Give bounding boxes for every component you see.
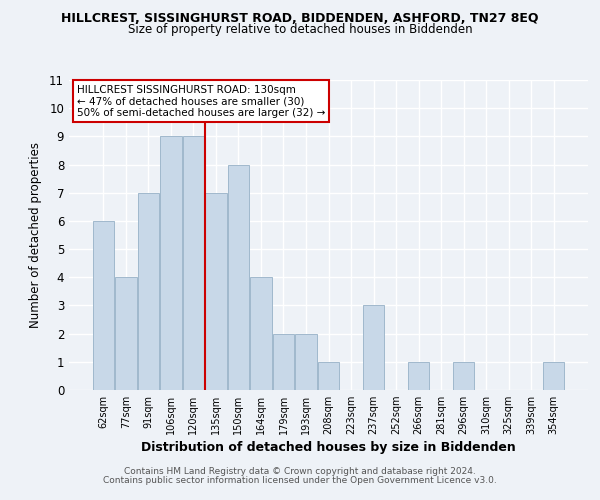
Y-axis label: Number of detached properties: Number of detached properties (29, 142, 42, 328)
Bar (295, 334, 317, 390)
Bar (453, 362, 475, 390)
Bar (92, 221, 114, 390)
Bar (250, 278, 272, 390)
Bar (363, 306, 384, 390)
Bar (408, 362, 429, 390)
Bar (115, 278, 137, 390)
Text: HILLCREST SISSINGHURST ROAD: 130sqm
← 47% of detached houses are smaller (30)
50: HILLCREST SISSINGHURST ROAD: 130sqm ← 47… (77, 84, 325, 118)
Bar (543, 362, 565, 390)
Text: Size of property relative to detached houses in Biddenden: Size of property relative to detached ho… (128, 22, 472, 36)
Text: Contains public sector information licensed under the Open Government Licence v3: Contains public sector information licen… (103, 476, 497, 485)
Bar (205, 192, 227, 390)
Bar (182, 136, 204, 390)
Bar (318, 362, 339, 390)
Bar (228, 164, 249, 390)
Bar (137, 192, 159, 390)
Text: Contains HM Land Registry data © Crown copyright and database right 2024.: Contains HM Land Registry data © Crown c… (124, 467, 476, 476)
X-axis label: Distribution of detached houses by size in Biddenden: Distribution of detached houses by size … (141, 442, 516, 454)
Bar (160, 136, 182, 390)
Bar (273, 334, 294, 390)
Text: HILLCREST, SISSINGHURST ROAD, BIDDENDEN, ASHFORD, TN27 8EQ: HILLCREST, SISSINGHURST ROAD, BIDDENDEN,… (61, 12, 539, 26)
